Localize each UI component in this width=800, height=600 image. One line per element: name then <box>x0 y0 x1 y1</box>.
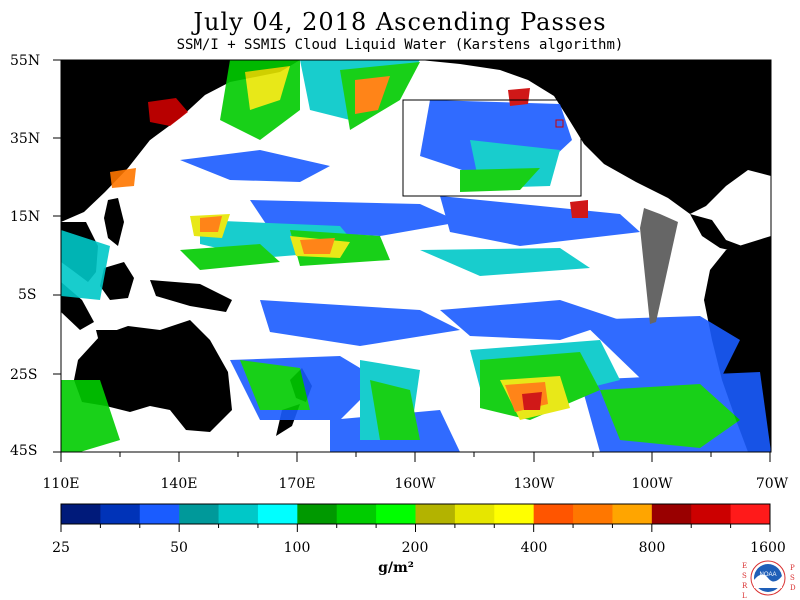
colorbar-swatch <box>179 504 220 524</box>
lat-label-15n: 15N <box>10 209 41 225</box>
colorbar-swatch <box>454 504 495 524</box>
colorbar-swatch <box>376 504 416 524</box>
colorbar-label-1600: 1600 <box>750 540 786 556</box>
logo-letter-s2: S <box>790 574 795 582</box>
lat-label-5s: 5S <box>18 287 37 303</box>
colorbar-swatch <box>651 504 692 524</box>
axis-ticks <box>53 59 771 462</box>
logo-letter-s: S <box>742 572 747 580</box>
lat-label-55n: 55N <box>10 53 41 69</box>
colorbar-swatch <box>415 504 456 524</box>
lon-label-140e: 140E <box>160 476 198 492</box>
colorbar-swatch <box>297 504 338 524</box>
colorbar-swatch <box>218 504 259 524</box>
colorbar-swatch <box>730 504 771 524</box>
colorbar-swatch <box>61 504 101 524</box>
noaa-logo: NOAA E S R L P S D <box>742 560 796 600</box>
lon-label-160w: 160W <box>394 476 436 492</box>
missing-data-swath <box>640 208 678 324</box>
colorbar-swatch <box>100 504 141 524</box>
colorbar-swatch <box>257 504 298 524</box>
colorbar-swatch <box>573 504 613 524</box>
lon-label-110e: 110E <box>42 476 80 492</box>
logo-letter-p: P <box>790 564 795 572</box>
colorbar-unit: g/m² <box>378 560 414 576</box>
lon-label-70w: 70W <box>755 476 789 492</box>
lon-label-130w: 130W <box>513 476 555 492</box>
colorbar-label-50: 50 <box>170 540 188 556</box>
logo-letter-l: L <box>742 592 747 600</box>
colorbar-swatch <box>494 504 535 524</box>
lon-label-170e: 170E <box>278 476 316 492</box>
colorbar <box>60 503 771 532</box>
page-title: July 04, 2018 Ascending Passes <box>193 8 607 36</box>
region-box <box>402 99 582 197</box>
colorbar-label-25: 25 <box>52 540 70 556</box>
colorbar-swatch <box>533 504 574 524</box>
lat-label-35n: 35N <box>10 131 41 147</box>
colorbar-label-400: 400 <box>520 540 548 556</box>
logo-center-text: NOAA <box>759 572 776 578</box>
lat-label-25s: 25S <box>10 367 38 383</box>
colorbar-label-100: 100 <box>283 540 311 556</box>
colorbar-label-800: 800 <box>638 540 666 556</box>
logo-letter-e: E <box>742 562 747 570</box>
page-subtitle: SSM/I + SSMIS Cloud Liquid Water (Karste… <box>176 37 624 53</box>
colorbar-swatch <box>336 504 377 524</box>
logo-letter-d: D <box>790 584 796 592</box>
cloud-field <box>61 60 771 452</box>
cloud-liquid-water-map <box>53 59 772 462</box>
lat-label-45s: 45S <box>10 443 38 459</box>
region-marker <box>555 119 564 128</box>
lon-label-100w: 100W <box>631 476 673 492</box>
colorbar-swatch <box>612 504 653 524</box>
colorbar-swatch <box>691 504 732 524</box>
colorbar-label-200: 200 <box>401 540 429 556</box>
colorbar-swatch <box>139 504 180 524</box>
logo-letter-r: R <box>742 582 748 590</box>
